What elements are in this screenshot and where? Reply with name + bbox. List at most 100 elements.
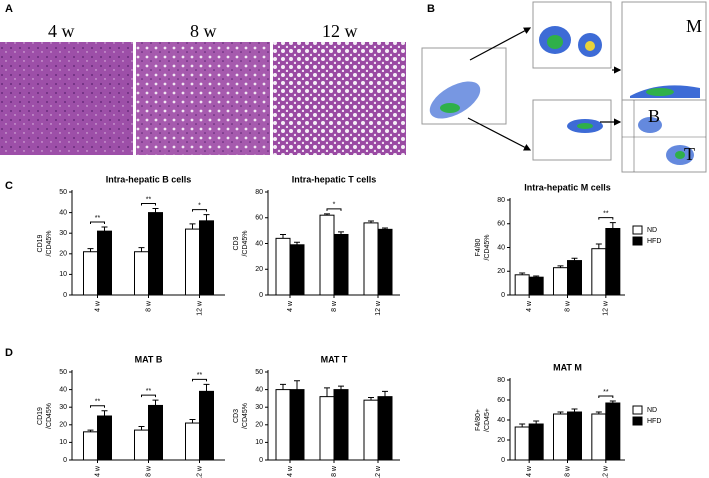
error-bar (87, 248, 94, 252)
bar (148, 212, 163, 296)
y-axis-label: /CD45% (46, 230, 53, 256)
y-tick-label: 0 (501, 457, 505, 464)
y-tick-label: 0 (63, 292, 67, 299)
histology-label: 4 w (48, 21, 75, 41)
panel-label: B (427, 3, 435, 15)
bar (275, 389, 291, 461)
x-tick-label: 8 w (145, 465, 152, 477)
x-tick-label: 4 w (94, 300, 101, 312)
bar (319, 214, 335, 296)
error-bar (595, 243, 602, 249)
error-bar (152, 399, 159, 406)
legend-swatch (632, 225, 643, 235)
error-bar (280, 233, 286, 239)
y-axis-label: CD3 (233, 409, 240, 423)
bar (97, 415, 112, 461)
significance-label: ** (95, 399, 101, 406)
bar (363, 222, 379, 296)
chart-title: Intra-hepatic M cells (524, 182, 611, 192)
bar (528, 276, 544, 296)
bar (134, 251, 149, 296)
bar (333, 389, 349, 461)
bar (148, 404, 163, 461)
chart-title: MAT M (553, 362, 582, 372)
significance-label: * (333, 202, 336, 209)
gate-label: T (684, 144, 695, 164)
error-bar (519, 423, 526, 427)
y-tick-label: 50 (255, 369, 263, 376)
bar (185, 422, 200, 461)
panel-label: A (5, 3, 13, 15)
histology-label: 8 w (190, 21, 217, 41)
error-bar (203, 214, 210, 221)
x-tick-label: 12 w (196, 465, 203, 478)
y-tick-label: 0 (259, 292, 263, 299)
error-bar (189, 419, 196, 424)
error-bar (557, 411, 564, 414)
y-axis-label: /CD45% (46, 403, 53, 429)
y-tick-label: 80 (255, 189, 263, 196)
bar (83, 251, 98, 296)
y-tick-label: 0 (259, 457, 263, 464)
y-tick-label: 60 (255, 215, 263, 222)
significance-bracket (598, 217, 614, 220)
significance-bracket (141, 394, 156, 398)
y-axis-label: /CD45% (242, 403, 249, 429)
y-tick-label: 20 (59, 422, 67, 429)
bar (591, 248, 607, 296)
x-tick-label: 12 w (196, 300, 203, 316)
significance-bracket (90, 405, 105, 408)
error-bar (324, 387, 330, 397)
error-bar (368, 220, 374, 223)
legend-swatch (632, 416, 643, 426)
histology-image (273, 42, 406, 155)
error-bar (203, 383, 210, 392)
x-tick-label: 8 w (331, 300, 338, 312)
bar (553, 267, 568, 296)
error-bar (382, 390, 388, 397)
significance-bracket (192, 209, 207, 212)
error-bar (152, 207, 159, 213)
legend-label: ND (647, 227, 657, 234)
bar (567, 260, 582, 296)
chart-title: MAT B (135, 354, 163, 364)
error-bar (533, 275, 540, 278)
legend-swatch (632, 236, 643, 246)
x-tick-label: 12 w (375, 300, 382, 316)
error-bar (557, 265, 564, 268)
histology-label: 12 w (322, 21, 358, 41)
bar (528, 423, 544, 461)
y-axis-label: CD3 (233, 236, 240, 250)
error-bar (338, 231, 344, 235)
y-axis-label: CD19 (37, 407, 44, 425)
y-tick-label: 30 (255, 404, 263, 411)
y-tick-label: 10 (59, 439, 67, 446)
error-bar (338, 385, 344, 390)
y-tick-label: 50 (59, 189, 67, 196)
bar (377, 228, 393, 296)
y-axis-label: /CD45+ (484, 408, 491, 432)
y-tick-label: 60 (497, 221, 505, 228)
legend-swatch (632, 405, 643, 415)
bar (289, 244, 305, 296)
y-tick-label: 40 (255, 240, 263, 247)
y-tick-label: 20 (497, 268, 505, 275)
error-bar (101, 226, 108, 232)
x-tick-label: 8 w (564, 465, 571, 477)
x-tick-label: 4 w (94, 465, 101, 477)
error-bar (101, 410, 108, 416)
error-bar (280, 383, 286, 390)
y-tick-label: 20 (59, 251, 67, 258)
bar (319, 396, 335, 461)
bar (333, 233, 349, 296)
y-tick-label: 40 (255, 386, 263, 393)
error-bar (382, 227, 388, 230)
x-tick-label: 8 w (564, 300, 571, 312)
significance-label: ** (146, 388, 152, 395)
flow-plots (421, 1, 707, 173)
x-tick-label: 8 w (145, 300, 152, 312)
y-tick-label: 40 (59, 386, 67, 393)
bar (363, 399, 379, 461)
x-tick-label: 8 w (331, 465, 338, 477)
